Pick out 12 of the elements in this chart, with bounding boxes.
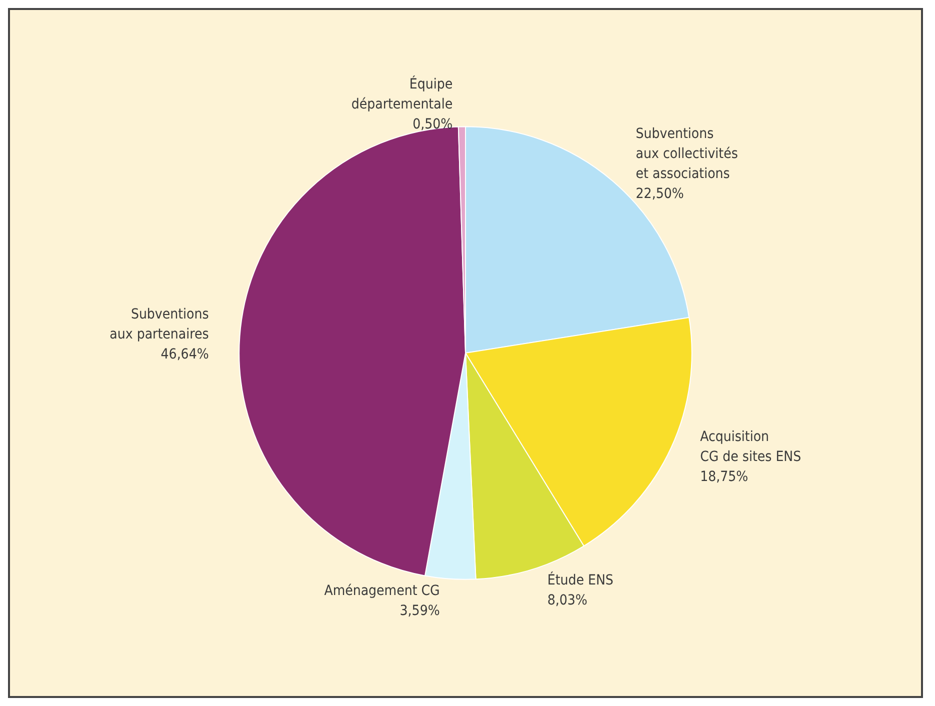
data-label: 18,75% <box>700 468 748 485</box>
slice-label: Aménagement CG <box>324 582 440 599</box>
slice-label: Subventions aux partenaires <box>110 306 209 343</box>
slice-label: Subventions aux collectivités et associations <box>636 126 738 182</box>
data-label: 8,03% <box>547 592 588 608</box>
slice-label: Étude ENS <box>547 571 614 588</box>
slice-label: Acquisition CG de sites ENS <box>700 428 802 465</box>
slice-label: Équipe départementale <box>351 76 453 113</box>
data-label: 0,50% <box>412 116 453 133</box>
data-label: 3,59% <box>400 602 440 619</box>
data-label: 22,50% <box>636 186 684 202</box>
data-label: 46,64% <box>160 346 209 363</box>
